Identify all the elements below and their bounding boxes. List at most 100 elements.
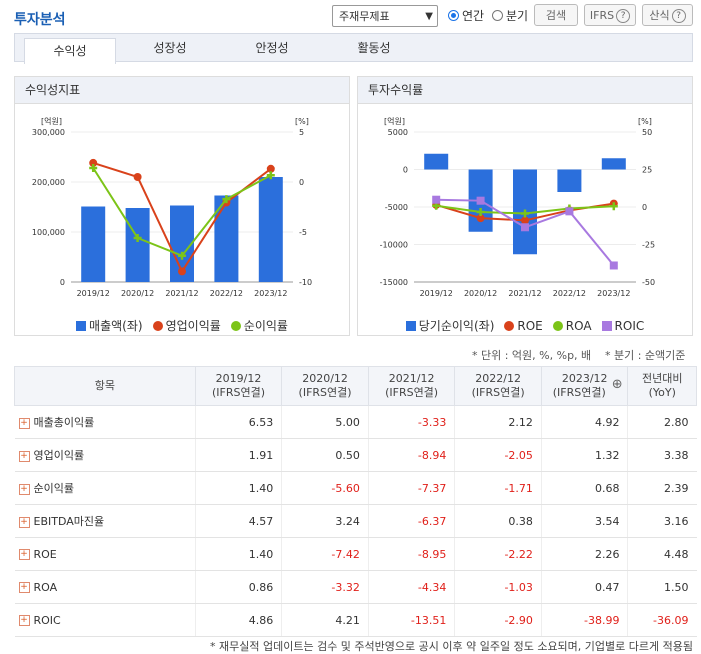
formula-help-button[interactable]: 산식?	[642, 4, 693, 26]
bar	[258, 177, 283, 282]
row-label[interactable]: + ROIC	[14, 603, 196, 637]
point	[432, 195, 441, 204]
question-icon: ?	[671, 9, 686, 23]
table-cell: -13.51	[367, 603, 455, 637]
table-cell: 0.68	[540, 471, 628, 505]
bar	[601, 158, 626, 170]
legend-label: 순이익률	[243, 319, 288, 333]
legend-label: ROE	[517, 318, 543, 333]
footer-note: * 재무실적 업데이트는 검수 및 주석반영으로 공시 이후 약 일주일 정도 …	[210, 640, 693, 653]
point	[521, 223, 529, 232]
return-chart: [억원] [%] 5000 0 -5000 -10000 -15000 50 25 0 -25 -50…	[380, 116, 655, 298]
y-tick-label: 200,000	[32, 178, 65, 187]
header-period: 2023/12 (IFRS연결)⊕	[540, 366, 629, 406]
row-label[interactable]: + EBITDA마진율	[14, 504, 196, 538]
table-cell: -6.37	[367, 504, 455, 538]
point	[476, 196, 485, 205]
legend-item[interactable]: ROIC	[601, 317, 645, 334]
axis-unit-left: [억원]	[384, 116, 405, 126]
table-cell: 0.86	[194, 570, 282, 604]
x-tick-label: 2022/12	[210, 289, 243, 298]
ratio-table: 항목 2019/12 (IFRS연결) 2020/12 (IFRS연결) 2021/12(…	[14, 366, 697, 637]
legend-item[interactable]: ROA	[552, 317, 592, 334]
legend-item[interactable]: 순이익률	[230, 317, 288, 334]
y-tick-label: 100,000	[32, 228, 65, 237]
tab-growth[interactable]: 성장성	[153, 41, 187, 55]
row-label[interactable]: + 영업이익률	[14, 438, 196, 472]
table-cell: -36.09	[627, 603, 697, 637]
table-cell: 4.86	[194, 603, 282, 637]
legend-swatch	[230, 320, 241, 331]
legend-item[interactable]: 매출액(좌)	[76, 317, 143, 334]
panel-title: 수익성지표	[15, 77, 349, 104]
table-cell: -2.22	[454, 537, 542, 571]
row-label[interactable]: + 매출총이익률	[14, 405, 196, 439]
tab-profitability[interactable]: 수익성	[24, 38, 116, 64]
chart-legend: 당기순이익(좌) ROE ROA ROIC	[358, 317, 692, 334]
header-bar: 투자분석 주재무제표 ▼ 연간 분기 검색 IFRS? 산식?	[0, 0, 701, 30]
expand-icon[interactable]: +	[18, 516, 30, 528]
legend-item[interactable]: 당기순이익(좌)	[405, 317, 495, 334]
search-button[interactable]: 검색	[534, 4, 578, 26]
statement-select[interactable]: 주재무제표 ▼	[332, 5, 438, 27]
table-cell: 2.80	[627, 405, 697, 439]
table-cell: 3.16	[627, 504, 697, 538]
legend-label: ROA	[565, 318, 592, 333]
radio-annual[interactable]: 연간	[448, 7, 484, 24]
table-cell: 1.32	[540, 438, 628, 472]
row-label[interactable]: + ROE	[14, 537, 196, 571]
row-label[interactable]: + 순이익률	[14, 471, 196, 505]
expand-icon[interactable]: +	[18, 417, 30, 429]
radio-quarter[interactable]: 분기	[492, 7, 528, 24]
y-tick-label: 0	[403, 166, 408, 175]
table-cell: 0.38	[454, 504, 542, 538]
legend-label: 당기순이익(좌)	[418, 319, 495, 333]
table-cell: 0.50	[281, 438, 369, 472]
tab-activity[interactable]: 활동성	[357, 41, 391, 55]
legend-item[interactable]: ROE	[504, 317, 543, 334]
x-tick-label: 2022/12	[553, 289, 586, 298]
expand-icon[interactable]: +	[18, 483, 30, 495]
chart-legend: 매출액(좌) 영업이익률 순이익률	[15, 317, 349, 334]
x-tick-label: 2021/12	[508, 289, 541, 298]
legend-label: ROIC	[614, 318, 645, 333]
table-cell: -8.94	[367, 438, 455, 472]
expand-icon[interactable]: +	[18, 582, 30, 593]
table-cell: -7.37	[367, 471, 455, 505]
point	[476, 207, 485, 216]
quarter-note: * 분기 : 순액기준	[605, 349, 686, 362]
profitability-chart: [억원] [%] 300,000 200,000 100,000 0 5 0 -5 -10 2019…	[32, 116, 312, 298]
row-label[interactable]: + ROA	[14, 570, 196, 604]
y-tick-label: 5000	[388, 128, 408, 137]
table-cell: -8.95	[367, 537, 455, 571]
bar	[557, 169, 582, 192]
table-cell: -5.60	[281, 471, 369, 505]
tab-stability[interactable]: 안정성	[255, 41, 289, 55]
table-cell: 3.54	[540, 504, 628, 538]
y-tick-label: -10000	[380, 241, 408, 250]
expand-icon[interactable]: +	[18, 450, 30, 462]
expand-icon[interactable]: +	[18, 615, 30, 626]
legend-swatch	[405, 320, 416, 331]
bar	[125, 208, 150, 282]
chevron-down-icon: ▼	[425, 11, 433, 22]
table-cell: 4.92	[540, 405, 628, 439]
table-cell: 5.00	[281, 405, 369, 439]
legend-item[interactable]: 영업이익률	[152, 317, 221, 334]
ifrs-help-button[interactable]: IFRS?	[584, 4, 636, 26]
plus-circle-icon[interactable]: ⊕	[611, 377, 623, 392]
point	[178, 251, 186, 260]
table-cell: 3.38	[627, 438, 697, 472]
x-tick-label: 2023/12	[597, 289, 630, 298]
x-tick-label: 2020/12	[464, 289, 497, 298]
return-chart-panel: 투자수익률 [억원] [%] 5000 0 -5000 -10000 -15000 50 25 0…	[357, 76, 693, 336]
y2-tick-label: -10	[299, 278, 312, 287]
table-cell: 4.57	[194, 504, 282, 538]
x-tick-label: 2021/12	[165, 289, 198, 298]
table-cell: 0.47	[540, 570, 628, 604]
point	[521, 216, 529, 225]
point	[133, 173, 142, 181]
y2-tick-label: -50	[642, 278, 655, 287]
expand-icon[interactable]: +	[18, 549, 30, 560]
legend-swatch	[552, 320, 563, 331]
